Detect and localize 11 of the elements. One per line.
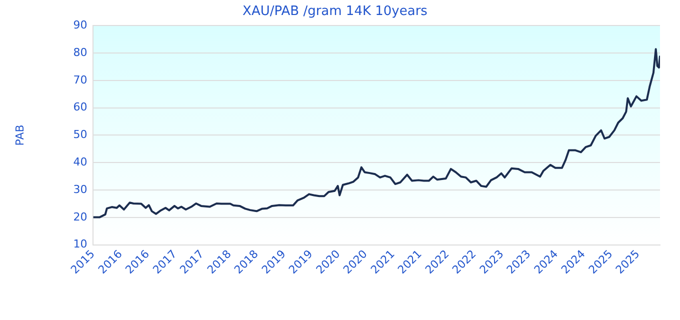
y-tick-label: 10 bbox=[73, 238, 88, 251]
y-tick-label: 30 bbox=[73, 182, 88, 196]
y-tick-label: 80 bbox=[73, 46, 88, 59]
y-axis-title: PAB bbox=[13, 124, 26, 146]
y-tick-label: 70 bbox=[73, 73, 88, 86]
y-tick-label: 60 bbox=[73, 100, 88, 114]
chart-title: XAU/PAB /gram 14K 10years bbox=[242, 4, 428, 20]
y-tick-label: 20 bbox=[73, 210, 88, 224]
y-tick-label: 50 bbox=[73, 128, 88, 142]
y-tick-label: 90 bbox=[73, 18, 88, 32]
y-tick-label: 40 bbox=[73, 156, 88, 169]
